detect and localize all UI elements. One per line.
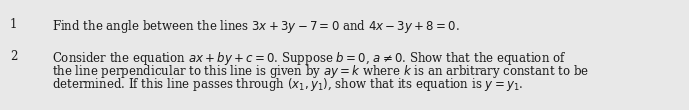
Text: 2: 2	[10, 50, 17, 63]
Text: Consider the equation $ax + by + c = 0$. Suppose $b = 0$, $a \neq 0$. Show that : Consider the equation $ax + by + c = 0$.…	[52, 50, 566, 67]
Text: 1: 1	[10, 18, 17, 31]
Text: Find the angle between the lines $3x + 3y - 7 = 0$ and $4x - 3y + 8 = 0$.: Find the angle between the lines $3x + 3…	[52, 18, 460, 35]
Text: determined. If this line passes through $(x_1, y_1)$, show that its equation is : determined. If this line passes through …	[52, 76, 524, 93]
Text: the line perpendicular to this line is given by $ay = k$ where $k$ is an arbitra: the line perpendicular to this line is g…	[52, 63, 589, 80]
